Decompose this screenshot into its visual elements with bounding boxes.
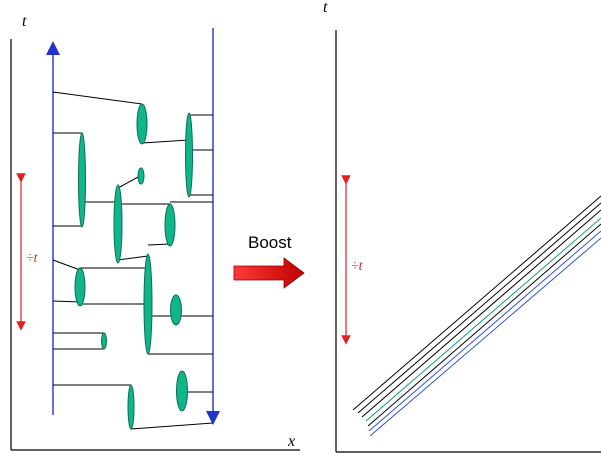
- left-x-axis-label: x: [287, 433, 295, 450]
- boost-group: Boost: [233, 233, 305, 289]
- boost-label: Boost: [248, 233, 292, 252]
- delta-t-label-left: ÷t: [26, 251, 39, 266]
- right-panel: t ÷t: [323, 0, 601, 453]
- particle-ellipse: [113, 184, 123, 264]
- connection-line: [117, 255, 149, 261]
- boosted-worldline: [361, 209, 601, 418]
- particle-ellipse: [78, 132, 86, 228]
- particle-ellipse: [170, 294, 182, 326]
- connection-line: [130, 422, 214, 430]
- particle-ellipse: [137, 167, 145, 185]
- connection-line: [52, 300, 81, 303]
- particle-ellipse: [74, 267, 86, 307]
- connection-line: [147, 243, 171, 246]
- boost-arrow: [233, 257, 305, 289]
- particle-ellipse: [143, 253, 153, 355]
- boosted-worldline: [367, 223, 601, 427]
- right-t-axis-label: t: [323, 0, 328, 16]
- connection-line: [141, 139, 190, 144]
- delta-t-label-right: ÷t: [351, 259, 364, 274]
- particle-ellipse: [101, 332, 107, 350]
- particle-ellipse: [164, 203, 176, 247]
- connection-line: [52, 259, 81, 271]
- particles: [74, 103, 193, 430]
- particle-ellipse: [185, 112, 193, 198]
- left-panel: t x ÷t: [10, 13, 300, 451]
- boosted-worldline: [369, 237, 601, 437]
- boosted-worldline: [365, 217, 601, 422]
- boosted-worldline: [368, 230, 601, 432]
- particle-ellipse: [136, 103, 148, 145]
- boosted-worldlines: [352, 195, 601, 437]
- left-t-axis-label: t: [22, 13, 27, 30]
- boosted-worldline: [357, 202, 601, 414]
- boosted-worldline: [352, 195, 601, 411]
- connection-line: [117, 175, 141, 189]
- particle-ellipse: [176, 370, 188, 412]
- connection-line: [52, 91, 143, 105]
- particle-ellipse: [127, 384, 135, 430]
